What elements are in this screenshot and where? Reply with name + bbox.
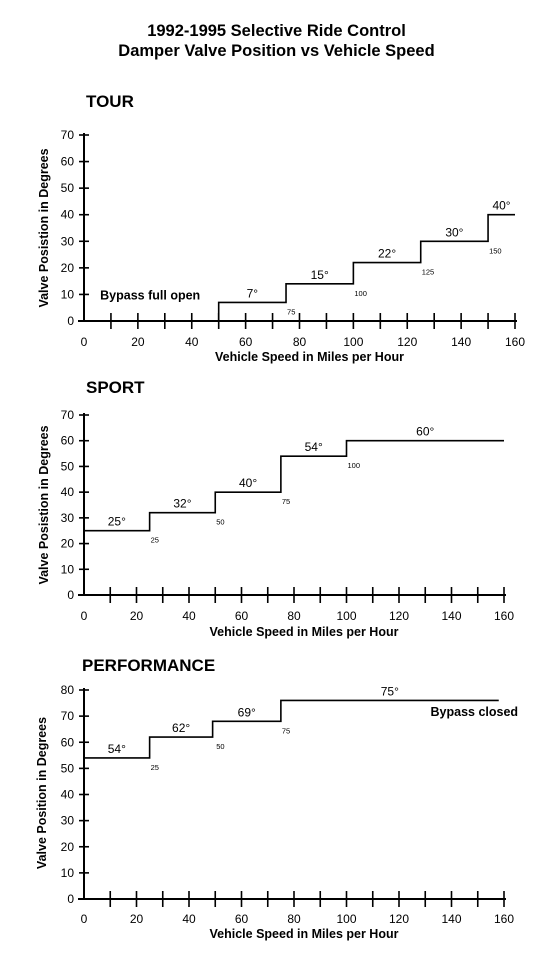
x-axis-label: Vehicle Speed in Miles per Hour: [210, 625, 399, 639]
valve-position-step-line: [217, 213, 515, 321]
y-tick-label: 10: [61, 562, 75, 576]
y-axis-label: Valve Posistion in Degrees: [37, 425, 51, 584]
y-tick-label: 70: [61, 408, 75, 422]
y-tick-label: 0: [67, 892, 74, 906]
x-tick-label: 140: [441, 609, 461, 623]
y-tick-label: 20: [61, 537, 75, 551]
y-tick-label: 10: [61, 866, 75, 880]
chart-annotation: Bypass closed: [431, 705, 519, 719]
y-tick-label: 40: [61, 788, 75, 802]
y-tick-label: 40: [61, 208, 75, 222]
x-tick-label: 60: [235, 609, 249, 623]
x-tick-label: 80: [293, 335, 307, 349]
x-tick-label: 80: [287, 912, 301, 926]
y-tick-label: 20: [61, 840, 75, 854]
x-tick-label: 120: [389, 609, 409, 623]
x-tick-label: 140: [451, 335, 471, 349]
x-tick-label: 120: [397, 335, 417, 349]
step-value-label: 40°: [492, 199, 510, 213]
x-tick-label: 40: [185, 335, 199, 349]
transition-speed-label: 25: [151, 763, 159, 772]
sport-panel-title: SPORT: [86, 378, 145, 397]
y-tick-label: 40: [61, 485, 75, 499]
performance-panel-title: PERFORMANCE: [82, 656, 216, 675]
y-axis-label: Valve Posistion in Degrees: [37, 148, 51, 307]
y-tick-label: 60: [61, 735, 75, 749]
x-tick-label: 20: [130, 912, 144, 926]
step-value-label: 15°: [311, 268, 329, 282]
transition-speed-label: 100: [348, 461, 361, 470]
y-tick-label: 20: [61, 261, 75, 275]
x-tick-label: 0: [81, 335, 88, 349]
transition-speed-label: 75: [287, 307, 295, 316]
y-tick-label: 0: [67, 314, 74, 328]
x-tick-label: 20: [131, 335, 145, 349]
step-value-label: 75°: [381, 684, 399, 698]
y-tick-label: 70: [61, 709, 75, 723]
x-tick-label: 160: [505, 335, 525, 349]
transition-speed-label: 100: [354, 289, 367, 298]
step-value-label: 62°: [172, 721, 190, 735]
valve-position-step-line: [84, 439, 504, 532]
x-tick-label: 100: [343, 335, 363, 349]
x-tick-label: 100: [336, 912, 356, 926]
chart-title-line-1: 1992-1995 Selective Ride Control: [147, 22, 406, 40]
valve-position-step-line: [84, 699, 499, 759]
x-tick-label: 160: [494, 609, 514, 623]
step-value-label: 22°: [378, 247, 396, 261]
x-tick-label: 80: [287, 609, 301, 623]
x-axis-label: Vehicle Speed in Miles per Hour: [215, 350, 404, 364]
chart-title-line-2: Damper Valve Position vs Vehicle Speed: [118, 42, 435, 60]
y-axis-label: Valve Position in Degrees: [35, 717, 49, 869]
step-value-label: 60°: [416, 425, 434, 439]
step-value-label: 69°: [238, 705, 256, 719]
tour-panel-title: TOUR: [86, 92, 134, 111]
step-value-label: 30°: [445, 225, 463, 239]
transition-speed-label: 75: [282, 726, 290, 735]
y-tick-label: 0: [67, 588, 74, 602]
y-tick-label: 80: [61, 683, 75, 697]
y-tick-label: 50: [61, 459, 75, 473]
y-tick-label: 30: [61, 814, 75, 828]
x-axis-label: Vehicle Speed in Miles per Hour: [210, 927, 399, 941]
x-tick-label: 60: [235, 912, 249, 926]
x-tick-label: 20: [130, 609, 144, 623]
step-value-label: 40°: [239, 476, 257, 490]
x-tick-label: 0: [81, 609, 88, 623]
step-value-label: 54°: [108, 742, 126, 756]
transition-speed-label: 125: [422, 268, 435, 277]
y-tick-label: 60: [61, 434, 75, 448]
x-tick-label: 160: [494, 912, 514, 926]
transition-speed-label: 25: [151, 536, 159, 545]
y-tick-label: 50: [61, 761, 75, 775]
step-value-label: 25°: [108, 515, 126, 529]
transition-speed-label: 75: [282, 497, 290, 506]
y-tick-label: 30: [61, 234, 75, 248]
x-tick-label: 40: [182, 609, 196, 623]
x-tick-label: 120: [389, 912, 409, 926]
y-tick-label: 30: [61, 511, 75, 525]
y-tick-label: 60: [61, 155, 75, 169]
step-value-label: 7°: [247, 286, 259, 300]
x-tick-label: 60: [239, 335, 253, 349]
step-value-label: 54°: [305, 440, 323, 454]
x-tick-label: 140: [441, 912, 461, 926]
transition-speed-label: 50: [216, 742, 224, 751]
x-tick-label: 40: [182, 912, 196, 926]
x-tick-label: 0: [81, 912, 88, 926]
y-tick-label: 50: [61, 181, 75, 195]
step-value-label: 32°: [173, 497, 191, 511]
transition-speed-label: 50: [216, 518, 224, 527]
y-tick-label: 70: [61, 128, 75, 142]
chart-annotation: Bypass full open: [100, 289, 200, 303]
transition-speed-label: 150: [489, 246, 502, 255]
y-tick-label: 10: [61, 287, 75, 301]
x-tick-label: 100: [336, 609, 356, 623]
